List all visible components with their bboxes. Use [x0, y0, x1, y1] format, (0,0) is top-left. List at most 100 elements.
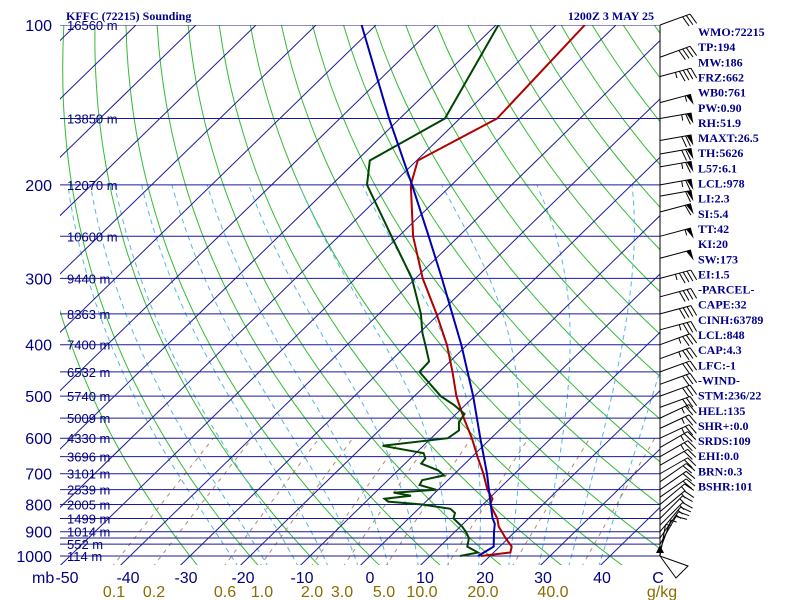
- sounding-index: BRN:0.3: [698, 464, 742, 478]
- isotherm: [60, 25, 557, 509]
- sounding-index: LCL:848: [698, 328, 745, 342]
- mixing-ratio-tick-label: 0.6: [214, 584, 236, 600]
- grid-layer: [60, 25, 660, 565]
- moist-adiabat: [298, 184, 449, 565]
- sounding-index: WB0:761: [698, 86, 746, 100]
- mixing-ratio-line: [112, 437, 214, 565]
- sounding-index: MW:186: [698, 55, 743, 69]
- sounding-index: LI:2.3: [698, 192, 730, 206]
- station-title: KFFC (72215) Sounding: [66, 9, 191, 23]
- dry-adiabat: [529, 25, 660, 208]
- height-label: 3101 m: [67, 467, 110, 482]
- pressure-tick-label: 300: [25, 271, 52, 288]
- mixing-ratio-tick-label: 3.0: [331, 584, 353, 600]
- mixing-ratio-tick-label: 0.1: [103, 584, 125, 600]
- hodograph-marker: [658, 554, 689, 579]
- sounding-index: EI:1.5: [698, 267, 730, 281]
- pressure-tick-label: 200: [25, 178, 52, 195]
- mixing-ratio-tick-label: 40.0: [537, 584, 568, 600]
- wind-barb: [659, 227, 694, 239]
- wind-barb: [659, 67, 698, 82]
- wind-barb: [659, 490, 695, 513]
- isotherm: [60, 25, 437, 392]
- pressure-tick-label: 700: [25, 467, 52, 484]
- wind-barb: [659, 203, 694, 216]
- isotherm: [60, 25, 617, 565]
- sounding-index: -PARCEL-: [698, 283, 754, 297]
- mixing-ratio-tick-label: 20.0: [467, 584, 498, 600]
- isotherm: [240, 156, 660, 565]
- isotherm: [60, 25, 197, 158]
- temperature-tick-label: -30: [174, 570, 197, 587]
- temperature-tick-label: 20: [476, 570, 494, 587]
- isotherm: [180, 98, 660, 565]
- height-label: 7400 m: [67, 338, 110, 353]
- temperature-tick-label: -40: [116, 570, 139, 587]
- dry-adiabat: [94, 25, 320, 565]
- moist-adiabat: [568, 184, 635, 565]
- isotherm: [60, 25, 377, 334]
- isotherm: [60, 25, 317, 275]
- sounding-index: KI:20: [698, 237, 728, 251]
- height-label: 16560 m: [67, 18, 118, 33]
- pressure-tick-label: 500: [25, 389, 52, 406]
- dry-adiabat: [560, 25, 660, 166]
- isotherm: [360, 273, 660, 565]
- moist-adiabat: [441, 184, 521, 565]
- height-label: 2539 m: [67, 483, 110, 498]
- height-label: 3696 m: [67, 450, 110, 465]
- sounding-index: L57:6.1: [698, 161, 737, 175]
- height-label: 8363 m: [67, 307, 110, 322]
- sounding-index: TH:5626: [698, 146, 743, 160]
- wind-barb: [659, 321, 698, 334]
- dry-adiabat: [187, 25, 502, 565]
- sounding-index: LFC:-1: [698, 358, 736, 372]
- moist-adiabat: [206, 184, 389, 565]
- pressure-tick-label: 400: [25, 338, 52, 355]
- sounding-index: -WIND-: [698, 373, 740, 387]
- sounding-index: TP:194: [698, 40, 735, 54]
- mixing-ratio-line: [311, 437, 402, 565]
- temperature-tick-label: C: [652, 570, 664, 587]
- height-label: 10600 m: [67, 229, 118, 244]
- label-layer: 16560 m 13850 m 12070 m 10600 m 9440 m 8363 m…: [16, 18, 764, 600]
- isotherm: [60, 25, 257, 217]
- temperature-tick-label: 0: [366, 570, 375, 587]
- mixing-ratio-unit-label: g/kg: [647, 584, 677, 600]
- sounding-index: SHR+:0.0: [698, 419, 749, 433]
- wind-barb: [659, 288, 698, 302]
- mixing-ratio-tick-label: 0.2: [143, 584, 165, 600]
- height-label: 5740 m: [67, 389, 110, 404]
- wind-barb: [659, 160, 694, 173]
- wind-barb: [659, 249, 694, 261]
- temperature-trace: [409, 25, 586, 557]
- sounding-time: 1200Z 3 MAY 25: [568, 9, 654, 23]
- height-label: 5009 m: [67, 411, 110, 426]
- height-label: 6532 m: [67, 365, 110, 380]
- moist-adiabat: [114, 184, 298, 565]
- height-label: 114 m: [67, 549, 102, 564]
- sounding-index: SRDS:109: [698, 434, 751, 448]
- height-label: 1014 m: [67, 525, 110, 540]
- moist-adiabat: [141, 184, 329, 565]
- dry-adiabat: [156, 25, 441, 565]
- moist-adiabat: [361, 184, 481, 565]
- wind-barb: [659, 414, 697, 429]
- temperature-tick-label: -20: [231, 570, 254, 587]
- surface-marker: [656, 545, 664, 553]
- wind-barb: [659, 178, 694, 191]
- mixing-ratio-line: [512, 437, 591, 565]
- wind-barb: [659, 45, 698, 60]
- sounding-index: MAXT:26.5: [698, 131, 759, 145]
- wind-barb: [659, 134, 694, 148]
- sounding-index: HEL:135: [698, 404, 745, 418]
- mixing-ratio-line: [224, 437, 320, 565]
- sounding-index: CAPE:32: [698, 298, 747, 312]
- wind-barb: [659, 347, 698, 361]
- wind-barb: [659, 333, 698, 347]
- wind-barb: [659, 483, 695, 505]
- wind-barb: [659, 515, 688, 545]
- height-label: 12070 m: [67, 178, 118, 193]
- moist-adiabat: [67, 184, 238, 565]
